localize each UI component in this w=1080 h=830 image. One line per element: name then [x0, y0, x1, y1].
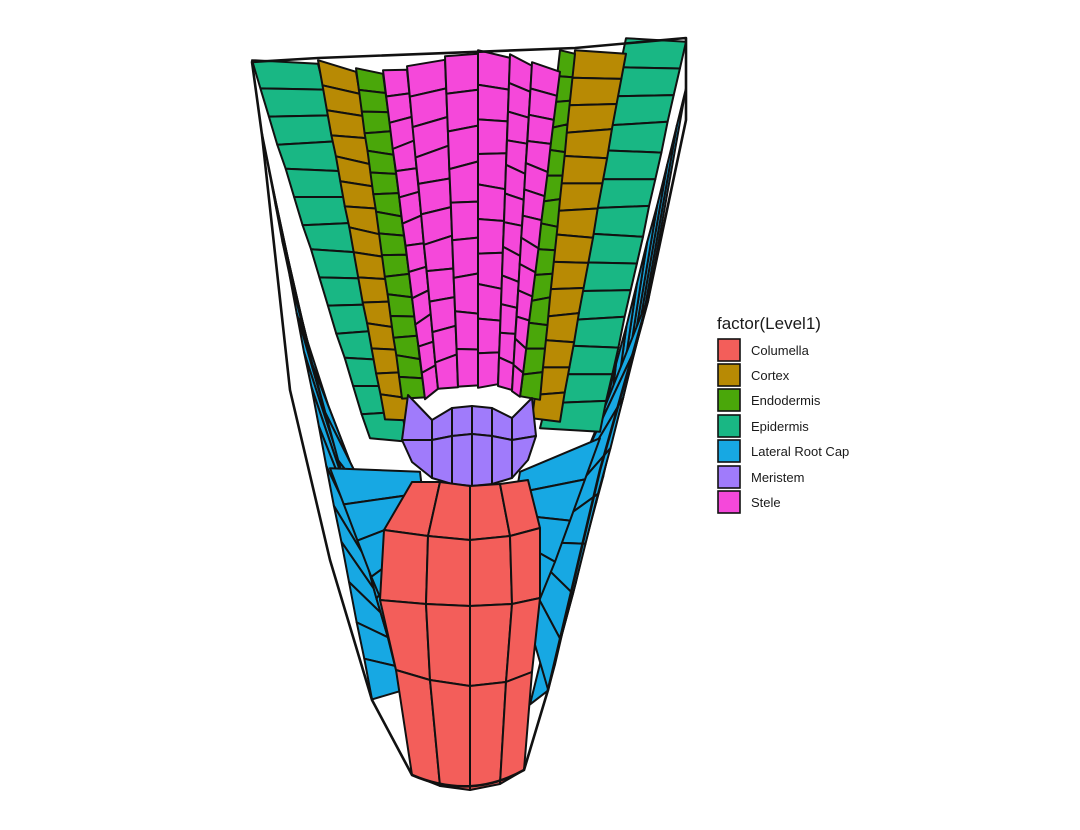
legend-key-columella	[717, 338, 741, 362]
root-outline	[250, 36, 688, 788]
stele-cell	[526, 113, 555, 145]
stele-cell	[477, 83, 510, 123]
meristem-cell	[491, 407, 513, 441]
legend-item-lateral-root-cap: Lateral Root Cap	[717, 439, 849, 463]
stele-cell	[451, 236, 479, 279]
stele-cell	[497, 356, 515, 391]
stele-cell	[477, 183, 507, 222]
stele-cell	[506, 110, 530, 145]
stele-cell	[455, 348, 479, 388]
endodermis-cell	[395, 354, 424, 380]
stele-cell	[477, 118, 509, 155]
legend: factor(Level1) Columella Cortex Endoderm…	[717, 314, 849, 514]
stele-cell	[499, 303, 518, 335]
endodermis-cell	[378, 232, 408, 257]
meristem-cell	[431, 435, 453, 485]
endodermis-cell	[357, 88, 390, 114]
stele-cell	[515, 289, 534, 322]
cortex-cell	[570, 49, 627, 80]
cortex-cell	[558, 154, 609, 185]
endodermis-cell	[366, 149, 398, 175]
columella-cell	[469, 535, 513, 607]
meristem-cell	[511, 397, 537, 441]
legend-key-stele	[717, 490, 741, 514]
stele-cell	[445, 88, 479, 133]
stele-cell	[477, 49, 511, 91]
stele-cell	[477, 251, 504, 290]
legend-key-meristem	[717, 465, 741, 489]
columella-cell	[499, 671, 533, 785]
legend-item-meristem: Meristem	[717, 465, 804, 489]
meristem-cell	[451, 405, 473, 437]
epidermis-cell	[259, 87, 332, 118]
stele-cell	[382, 68, 411, 98]
stele-cell	[448, 160, 479, 204]
legend-label-endodermis: Endodermis	[751, 393, 821, 408]
legend-label-cortex: Cortex	[751, 368, 790, 383]
cortex-cell	[555, 182, 604, 212]
stele-cell	[444, 52, 479, 95]
epidermis-cell	[251, 59, 326, 91]
legend-item-cortex: Cortex	[717, 363, 790, 387]
stele-cell	[477, 283, 503, 322]
endodermis-cell	[369, 171, 400, 196]
columella-cell	[425, 535, 471, 607]
stele-cell	[500, 274, 520, 309]
legend-item-stele: Stele	[717, 490, 781, 514]
legend-item-endodermis: Endodermis	[717, 388, 821, 412]
stele-cell	[449, 200, 479, 242]
stele-cell	[425, 267, 456, 303]
endodermis-cell	[389, 315, 419, 339]
legend-label-lateral-root-cap: Lateral Root Cap	[751, 444, 849, 459]
stele-cell	[454, 310, 479, 351]
stele-cell	[511, 363, 525, 398]
meristem-cell	[401, 394, 433, 441]
legend-key-epidermis	[717, 414, 741, 438]
meristem-cell	[451, 433, 473, 487]
stele-cell	[452, 272, 479, 315]
columella-cell	[509, 527, 541, 605]
legend-label-columella: Columella	[751, 343, 810, 358]
legend-item-columella: Columella	[717, 338, 810, 362]
cortex-cell	[567, 76, 623, 107]
cortex-cell	[552, 207, 599, 239]
stele-cell	[477, 152, 508, 191]
legend-label-meristem: Meristem	[751, 470, 804, 485]
endodermis-cell	[360, 110, 392, 135]
columella-cell	[505, 597, 541, 683]
legend-label-stele: Stele	[751, 495, 781, 510]
meristem-cell	[491, 435, 513, 485]
legend-key-endodermis	[717, 388, 741, 412]
legend-item-epidermis: Epidermis	[717, 414, 809, 438]
endodermis-cell	[398, 375, 426, 400]
columella-cell	[379, 529, 429, 605]
endodermis-cell	[386, 293, 416, 318]
stele-cell	[477, 218, 505, 255]
meristem-cell	[471, 433, 493, 487]
root-tissue-cells	[250, 36, 688, 791]
legend-title: factor(Level1)	[717, 314, 821, 333]
columella-cell	[425, 603, 471, 687]
meristem-cell	[471, 405, 493, 437]
meristem-cell	[431, 407, 453, 441]
meristem-cell	[511, 435, 537, 479]
stele-cell	[477, 351, 501, 389]
stele-cell	[477, 317, 502, 355]
stele-cell	[503, 192, 525, 227]
epidermis-cell	[267, 114, 339, 146]
cortex-cell	[561, 128, 613, 160]
legend-label-epidermis: Epidermis	[751, 419, 809, 434]
endodermis-cell	[375, 210, 405, 237]
legend-key-lateral-root-cap	[717, 439, 741, 463]
legend-key-cortex	[717, 363, 741, 387]
